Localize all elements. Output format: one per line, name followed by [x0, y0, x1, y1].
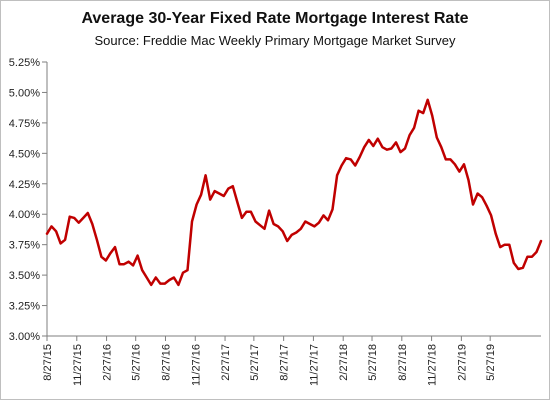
chart-subtitle: Source: Freddie Mac Weekly Primary Mortg… [94, 33, 456, 48]
x-tick-label: 8/27/15 [42, 344, 54, 381]
x-tick-label: 2/27/18 [338, 344, 350, 381]
x-tick-label: 8/27/17 [279, 344, 291, 381]
y-tick-label: 3.00% [9, 331, 40, 343]
x-tick-label: 11/27/18 [427, 344, 439, 386]
x-tick-label: 5/27/18 [367, 344, 379, 381]
y-tick-label: 4.25% [9, 179, 40, 191]
y-tick-label: 4.75% [9, 118, 40, 130]
x-tick-label: 8/27/16 [160, 344, 172, 381]
y-tick-label: 3.50% [9, 270, 40, 282]
y-tick-label: 4.50% [9, 148, 40, 160]
x-tick-label: 2/27/17 [220, 344, 232, 381]
y-tick-label: 5.25% [9, 57, 40, 69]
series-layer [45, 98, 543, 287]
x-tick-label: 8/27/18 [397, 344, 409, 381]
y-tick-label: 5.00% [9, 87, 40, 99]
x-tick-label: 11/27/15 [72, 344, 84, 386]
x-tick-label: 2/27/16 [102, 344, 114, 381]
y-tick-label: 3.75% [9, 240, 40, 252]
y-axis: 3.00% 3.25% 3.50% 3.75% 4.00% 4.25% 4.50% 4.75%… [9, 57, 48, 343]
x-tick-label: 5/27/19 [485, 344, 497, 381]
y-tick-label: 3.25% [9, 301, 40, 313]
x-tick-label: 5/27/16 [131, 344, 143, 381]
y-tick-label: 4.00% [9, 209, 40, 221]
x-axis: 8/27/15 11/27/15 2/27/16 5/27/16 8/27/16 11/2… [42, 335, 541, 386]
x-tick-label: 11/27/16 [190, 344, 202, 386]
chart-title: Average 30-Year Fixed Rate Mortgage Inte… [81, 10, 469, 27]
series-line [45, 98, 543, 287]
x-tick-label: 2/27/19 [456, 344, 468, 381]
x-tick-label: 11/27/17 [308, 344, 320, 386]
x-tick-label: 5/27/17 [249, 344, 261, 381]
